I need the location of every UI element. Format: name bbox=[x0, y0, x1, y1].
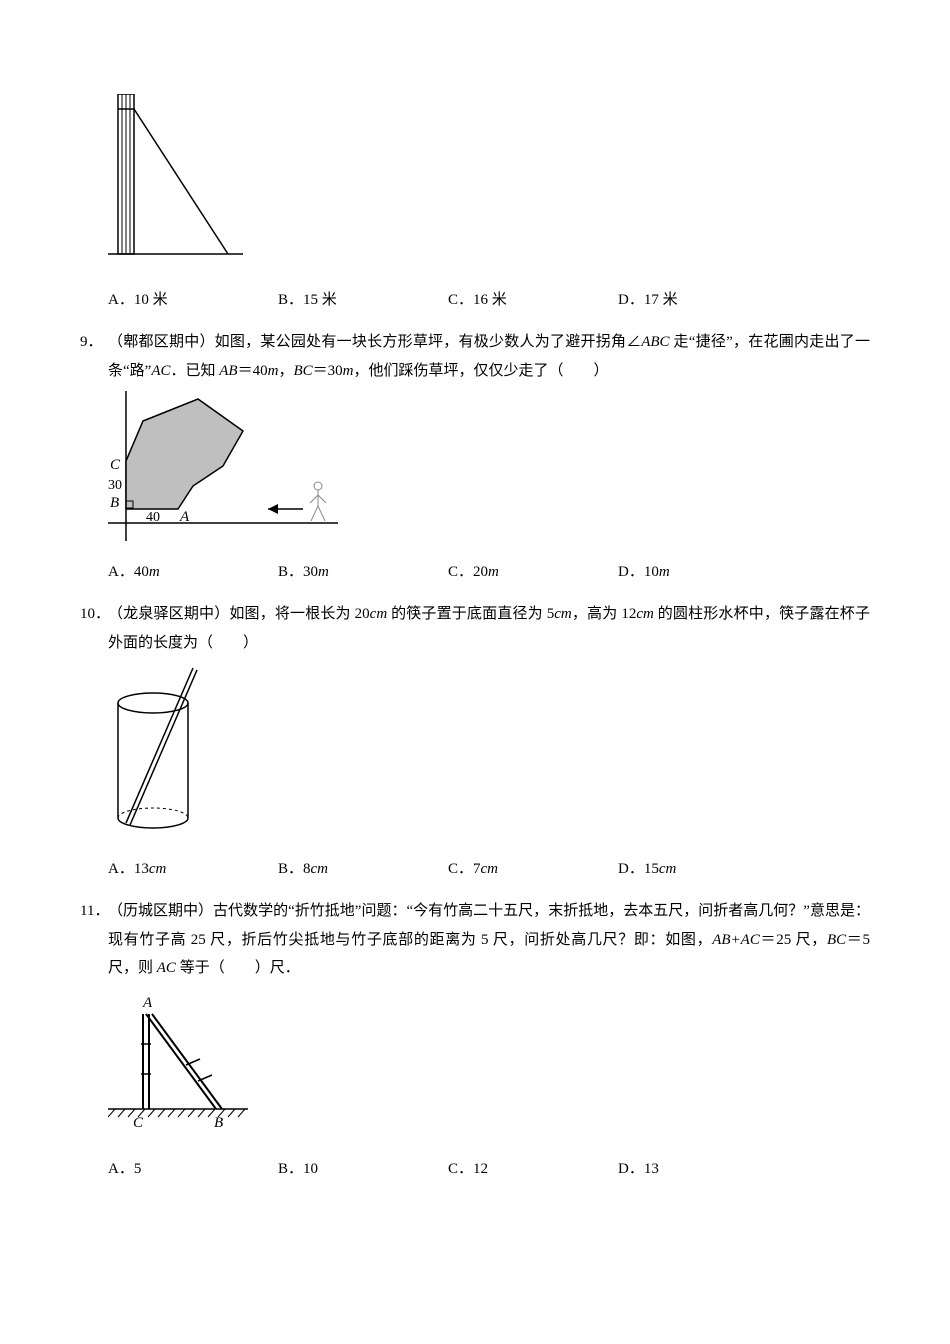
q9-opt-c-unit: m bbox=[488, 564, 499, 580]
q8-figure bbox=[108, 94, 870, 280]
q9-label-b: B bbox=[110, 495, 119, 511]
q11-opt-d[interactable]: D．13 bbox=[618, 1155, 788, 1184]
q9-label-40: 40 bbox=[146, 510, 160, 525]
q11-text-d: 等于（ ）尺． bbox=[176, 960, 300, 976]
q10-opt-a-text: A．13 bbox=[108, 861, 149, 877]
q9-text-a: （郫都区期中）如图，某公园处有一块长方形草坪，有极少数人为了避开拐角∠ bbox=[108, 334, 641, 350]
bamboo-fold-icon: A C B bbox=[108, 989, 258, 1139]
q10: 10． （龙泉驿区期中）如图，将一根长为 20cm 的筷子置于底面直径为 5cm… bbox=[80, 600, 870, 657]
q8-opt-d[interactable]: D．17 米 bbox=[618, 286, 788, 315]
q9-abc: ABC bbox=[641, 334, 669, 350]
q8-options: A．10 米 B．15 米 C．16 米 D．17 米 bbox=[108, 286, 870, 315]
q11-text-b: ＝25 尺， bbox=[760, 932, 827, 948]
q11-opt-b[interactable]: B．10 bbox=[278, 1155, 448, 1184]
q11-abac: AB+AC bbox=[712, 932, 760, 948]
q10-cm3: cm bbox=[636, 606, 654, 622]
q11-number: 11． bbox=[80, 897, 108, 926]
q9-text-c: ．已知 bbox=[171, 363, 220, 379]
q10-opt-a-unit: cm bbox=[149, 861, 167, 877]
q11-opt-a[interactable]: A．5 bbox=[108, 1155, 278, 1184]
q9-stem: （郫都区期中）如图，某公园处有一块长方形草坪，有极少数人为了避开拐角∠ABC 走… bbox=[108, 328, 870, 385]
q10-opt-d-text: D．15 bbox=[618, 861, 659, 877]
triangle-wall-icon bbox=[108, 94, 248, 269]
q9-label-a: A bbox=[179, 509, 190, 525]
q9-bc: BC bbox=[293, 363, 312, 379]
q11-options: A．5 B．10 C．12 D．13 bbox=[108, 1155, 870, 1184]
park-shortcut-icon: C 30 B 40 A bbox=[108, 391, 338, 541]
q10-opt-d[interactable]: D．15cm bbox=[618, 855, 788, 884]
q11-stem: （历城区期中）古代数学的“折竹抵地”问题：“今有竹高二十五尺，末折抵地，去本五尺… bbox=[108, 897, 870, 983]
q9-opt-a-text: A．40 bbox=[108, 564, 149, 580]
q10-opt-b-unit: cm bbox=[311, 861, 329, 877]
q10-text-a: （龙泉驿区期中）如图，将一根长为 20 bbox=[108, 606, 370, 622]
q10-cm1: cm bbox=[370, 606, 388, 622]
q9-ab: AB bbox=[219, 363, 237, 379]
q11-opt-c[interactable]: C．12 bbox=[448, 1155, 618, 1184]
q10-opt-c-text: C．7 bbox=[448, 861, 481, 877]
q11-figure: A C B bbox=[108, 989, 870, 1150]
q9-text-e: ， bbox=[278, 363, 293, 379]
q9-opt-b-unit: m bbox=[318, 564, 329, 580]
q8-opt-a[interactable]: A．10 米 bbox=[108, 286, 278, 315]
q10-opt-a[interactable]: A．13cm bbox=[108, 855, 278, 884]
q10-stem: （龙泉驿区期中）如图，将一根长为 20cm 的筷子置于底面直径为 5cm，高为 … bbox=[108, 600, 870, 657]
q9-text-f: ＝30 bbox=[313, 363, 343, 379]
q11-bc: BC bbox=[827, 932, 846, 948]
q10-opt-b-text: B．8 bbox=[278, 861, 311, 877]
q9-opt-a-unit: m bbox=[149, 564, 160, 580]
q10-opt-b[interactable]: B．8cm bbox=[278, 855, 448, 884]
q10-number: 10． bbox=[80, 600, 108, 629]
q11-ac: AC bbox=[157, 960, 176, 976]
q9-figure: C 30 B 40 A bbox=[108, 391, 870, 552]
q11-label-a: A bbox=[142, 995, 153, 1011]
q9-ac: AC bbox=[151, 363, 170, 379]
q9-text-d: ＝40 bbox=[238, 363, 268, 379]
q11-label-b: B bbox=[214, 1115, 223, 1131]
q9-number: 9． bbox=[80, 328, 108, 357]
q9-opt-d-text: D．10 bbox=[618, 564, 659, 580]
q9: 9． （郫都区期中）如图，某公园处有一块长方形草坪，有极少数人为了避开拐角∠AB… bbox=[80, 328, 870, 385]
q11-label-c: C bbox=[133, 1115, 144, 1131]
q9-label-c: C bbox=[110, 457, 121, 473]
q10-options: A．13cm B．8cm C．7cm D．15cm bbox=[108, 855, 870, 884]
q8-opt-b[interactable]: B．15 米 bbox=[278, 286, 448, 315]
q10-text-c: ，高为 12 bbox=[572, 606, 637, 622]
q10-text-b: 的筷子置于底面直径为 5 bbox=[387, 606, 554, 622]
cylinder-chopstick-icon bbox=[108, 663, 208, 838]
q9-opt-d-unit: m bbox=[659, 564, 670, 580]
q10-cm2: cm bbox=[554, 606, 572, 622]
q8-opt-c[interactable]: C．16 米 bbox=[448, 286, 618, 315]
q9-m1: m bbox=[268, 363, 279, 379]
q11: 11． （历城区期中）古代数学的“折竹抵地”问题：“今有竹高二十五尺，末折抵地，… bbox=[80, 897, 870, 983]
q10-figure bbox=[108, 663, 870, 849]
q9-label-30: 30 bbox=[108, 478, 122, 493]
q9-m2: m bbox=[343, 363, 354, 379]
q9-text-g: ，他们踩伤草坪，仅仅少走了（ ） bbox=[354, 363, 609, 379]
q9-opt-b-text: B．30 bbox=[278, 564, 318, 580]
q9-opt-d[interactable]: D．10m bbox=[618, 558, 788, 587]
q10-opt-d-unit: cm bbox=[659, 861, 677, 877]
q9-opt-c[interactable]: C．20m bbox=[448, 558, 618, 587]
q10-opt-c[interactable]: C．7cm bbox=[448, 855, 618, 884]
q10-opt-c-unit: cm bbox=[481, 861, 499, 877]
q9-options: A．40m B．30m C．20m D．10m bbox=[108, 558, 870, 587]
q9-opt-c-text: C．20 bbox=[448, 564, 488, 580]
q9-opt-a[interactable]: A．40m bbox=[108, 558, 278, 587]
q9-opt-b[interactable]: B．30m bbox=[278, 558, 448, 587]
